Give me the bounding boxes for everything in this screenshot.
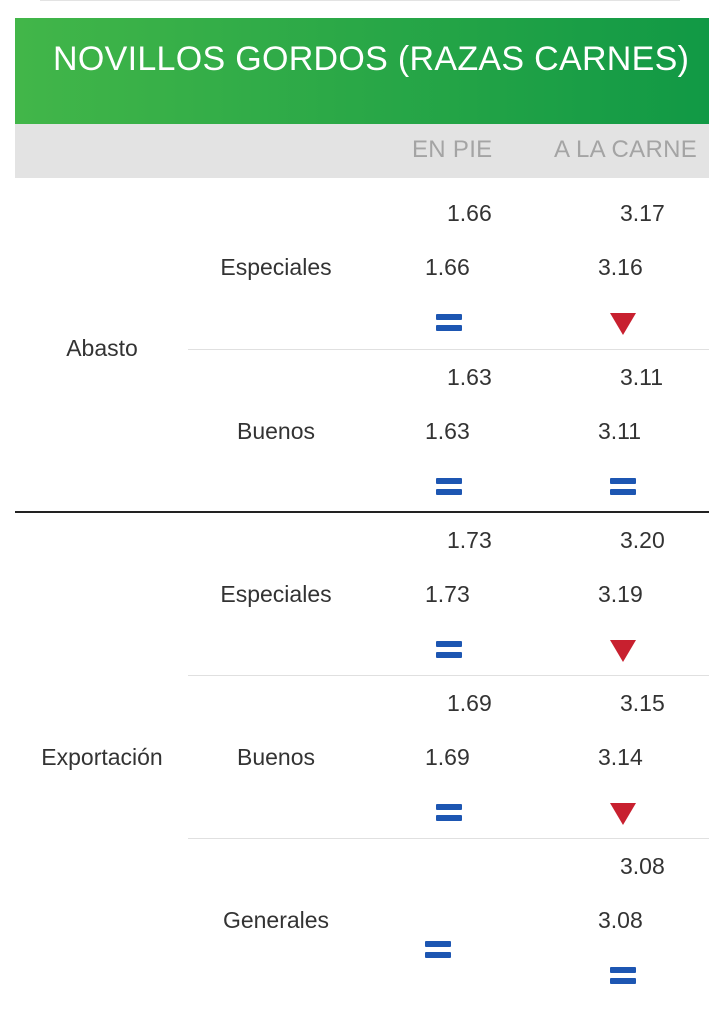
row-divider xyxy=(188,838,709,839)
category-label: Abasto xyxy=(66,335,138,361)
category-divider xyxy=(15,511,709,513)
equal-icon xyxy=(436,311,462,333)
en-pie-previous-value: 1.63 xyxy=(447,364,492,390)
a-la-carne-current-value: 3.19 xyxy=(598,581,643,607)
equal-icon xyxy=(610,475,636,497)
row-label: Buenos xyxy=(236,744,316,770)
row-divider xyxy=(188,675,709,676)
en-pie-previous-value: 1.66 xyxy=(447,200,492,226)
a-la-carne-previous-value: 3.17 xyxy=(620,200,665,226)
en-pie-current-value: 1.63 xyxy=(425,418,470,444)
en-pie-current-value: 1.66 xyxy=(425,254,470,280)
en-pie-previous-value: 1.73 xyxy=(447,527,492,553)
down-arrow-icon xyxy=(610,803,636,825)
row-divider xyxy=(188,349,709,350)
a-la-carne-previous-value: 3.20 xyxy=(620,527,665,553)
a-la-carne-current-value: 3.16 xyxy=(598,254,643,280)
row-label: Generales xyxy=(222,907,330,933)
category-label: Exportación xyxy=(41,744,163,770)
top-divider xyxy=(40,0,680,1)
column-header-en-pie: EN PIE xyxy=(412,136,493,163)
down-arrow-icon xyxy=(610,313,636,335)
en-pie-current-value: 1.73 xyxy=(425,581,470,607)
row-label: Especiales xyxy=(220,581,332,607)
equal-icon xyxy=(425,938,451,960)
equal-icon xyxy=(610,964,636,986)
equal-icon xyxy=(436,638,462,660)
a-la-carne-current-value: 3.11 xyxy=(598,418,642,444)
column-header-a-la-carne: A LA CARNE xyxy=(554,136,698,163)
row-label: Especiales xyxy=(220,254,332,280)
a-la-carne-previous-value: 3.08 xyxy=(620,853,665,879)
equal-icon xyxy=(436,801,462,823)
a-la-carne-current-value: 3.08 xyxy=(598,907,643,933)
equal-icon xyxy=(436,475,462,497)
en-pie-current-value: 1.69 xyxy=(425,744,470,770)
column-header-bar: EN PIE A LA CARNE xyxy=(15,124,709,178)
down-arrow-icon xyxy=(610,640,636,662)
row-label: Buenos xyxy=(236,418,316,444)
a-la-carne-previous-value: 3.15 xyxy=(620,690,665,716)
a-la-carne-current-value: 3.14 xyxy=(598,744,643,770)
en-pie-previous-value: 1.69 xyxy=(447,690,492,716)
table-title: NOVILLOS GORDOS (RAZAS CARNES) xyxy=(53,40,690,78)
a-la-carne-previous-value: 3.11 xyxy=(620,364,664,390)
table-header: NOVILLOS GORDOS (RAZAS CARNES) xyxy=(15,18,709,124)
